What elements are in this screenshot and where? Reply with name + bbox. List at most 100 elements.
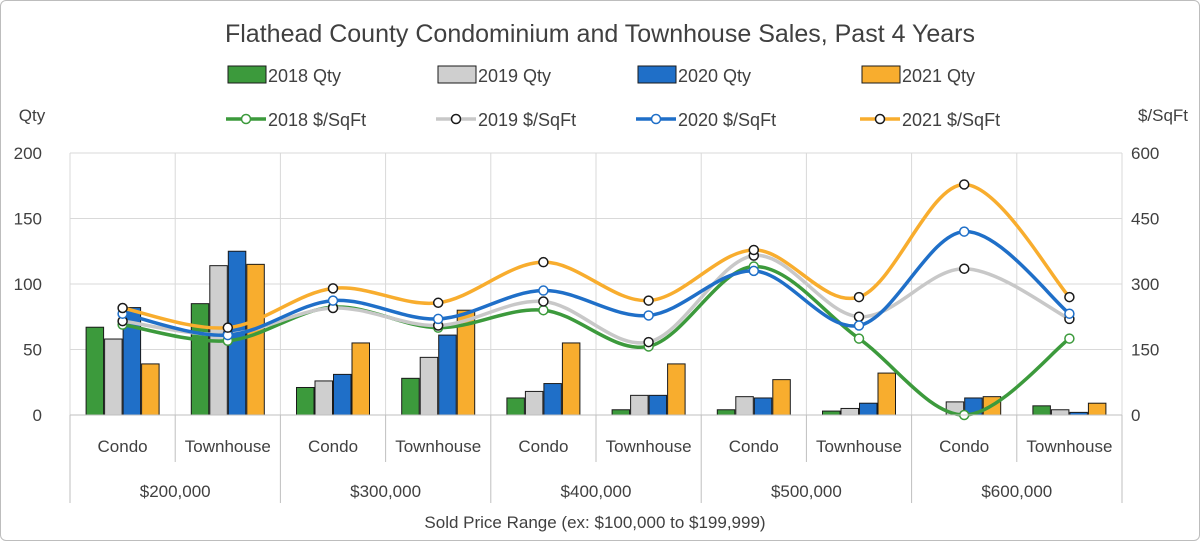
legend-entry: 2018 $/SqFt	[226, 110, 366, 130]
x-tick-label: Townhouse	[185, 437, 271, 456]
legend-entry: 2020 Qty	[637, 65, 751, 86]
line-point	[748, 265, 760, 277]
y-tick-right: 300	[1131, 275, 1159, 294]
line-point	[643, 295, 654, 306]
bar	[561, 342, 581, 416]
bar	[772, 379, 791, 416]
bar	[246, 263, 265, 416]
y-axis-left-label: Qty	[19, 106, 46, 125]
legend-entry: 2021 Qty	[861, 65, 975, 86]
y-tick-left: 0	[33, 406, 42, 425]
bar	[351, 342, 370, 416]
x-tick-label: Condo	[729, 437, 779, 456]
bar	[314, 380, 333, 416]
x-tick-label: Condo	[939, 437, 989, 456]
line-point	[958, 179, 970, 190]
x-group-label: $400,000	[561, 482, 632, 501]
bar	[438, 334, 457, 416]
line-point	[432, 297, 444, 309]
series-line	[120, 264, 1072, 417]
line-point	[853, 311, 865, 322]
legend-label: 2020 $/SqFt	[678, 110, 776, 130]
legend-entry: 2019 $/SqFt	[436, 110, 576, 130]
bar	[877, 372, 896, 416]
line-point	[538, 256, 549, 268]
bar	[419, 356, 439, 416]
legend-marker	[450, 113, 462, 125]
bar	[401, 377, 420, 416]
line-point	[538, 285, 549, 296]
bar	[630, 394, 649, 416]
bar	[716, 409, 736, 416]
line-point	[1064, 308, 1075, 319]
line-point	[538, 296, 549, 307]
line-point	[748, 244, 760, 256]
y-tick-left: 100	[14, 275, 42, 294]
x-tick-label: Townhouse	[606, 437, 692, 456]
bar	[667, 363, 686, 416]
y-tick-left: 50	[23, 341, 42, 360]
line-point	[643, 336, 654, 348]
line-point	[327, 295, 339, 306]
legend-marker	[240, 113, 252, 125]
y-tick-right: 600	[1131, 144, 1159, 163]
legend-label: 2021 $/SqFt	[902, 110, 1000, 130]
bar	[735, 396, 754, 416]
bar	[822, 410, 841, 416]
legend-entry: 2021 $/SqFt	[860, 110, 1000, 130]
bar	[333, 373, 352, 416]
legend-swatch	[861, 65, 901, 84]
line-point	[538, 304, 549, 316]
bar	[1050, 409, 1070, 416]
y-tick-right: 450	[1131, 210, 1159, 229]
bar	[141, 363, 160, 416]
x-group-label: $200,000	[140, 482, 211, 501]
bar	[543, 383, 562, 416]
legend-entry: 2018 Qty	[227, 65, 341, 86]
axes: 0 50 100 150 200 0 150 300 450 600 Condo Townhouse C…	[14, 144, 1159, 503]
series-line	[120, 253, 1072, 345]
bar	[648, 394, 668, 416]
x-tick-label: Townhouse	[395, 437, 481, 456]
x-tick-label: Condo	[518, 437, 568, 456]
legend-label: 2019 $/SqFt	[478, 110, 576, 130]
legend-label: 2018 Qty	[268, 66, 341, 86]
series-line	[120, 182, 1072, 330]
legend-swatch	[227, 65, 267, 84]
line-point	[853, 320, 865, 331]
legend-label: 2019 Qty	[478, 66, 551, 86]
y-tick-left: 200	[14, 144, 42, 163]
legend-entry: 2020 $/SqFt	[636, 110, 776, 130]
line-point	[327, 283, 339, 294]
bar	[1087, 402, 1107, 416]
bar	[840, 407, 859, 416]
x-group-label: $500,000	[771, 482, 842, 501]
series-line	[120, 229, 1072, 337]
y-tick-right: 150	[1131, 341, 1159, 360]
x-group-label: $600,000	[981, 482, 1052, 501]
legend-label: 2021 Qty	[902, 66, 975, 86]
line-point	[117, 302, 128, 314]
line-point	[958, 226, 970, 237]
line-point	[222, 322, 234, 333]
bar-series	[85, 250, 1107, 416]
x-axis-label: Sold Price Range (ex: $100,000 to $199,9…	[424, 513, 765, 532]
bar	[611, 409, 631, 416]
legend-swatch	[437, 65, 477, 84]
bar	[524, 390, 544, 416]
bar	[753, 397, 773, 416]
bar	[859, 402, 878, 416]
chart-title: Flathead County Condominium and Townhous…	[225, 20, 975, 48]
legend-marker	[650, 113, 662, 125]
line-series	[117, 179, 1075, 421]
legend: 2018 Qty 2019 Qty 2020 Qty 2021 Qty 2018 $/S…	[226, 65, 1000, 130]
bar	[190, 303, 210, 416]
bar	[506, 397, 525, 416]
line-point	[853, 291, 865, 303]
line-point	[643, 310, 654, 321]
bar	[296, 386, 315, 416]
x-tick-label: Townhouse	[1026, 437, 1112, 456]
legend-swatch	[637, 65, 677, 84]
line-point	[1064, 333, 1075, 344]
